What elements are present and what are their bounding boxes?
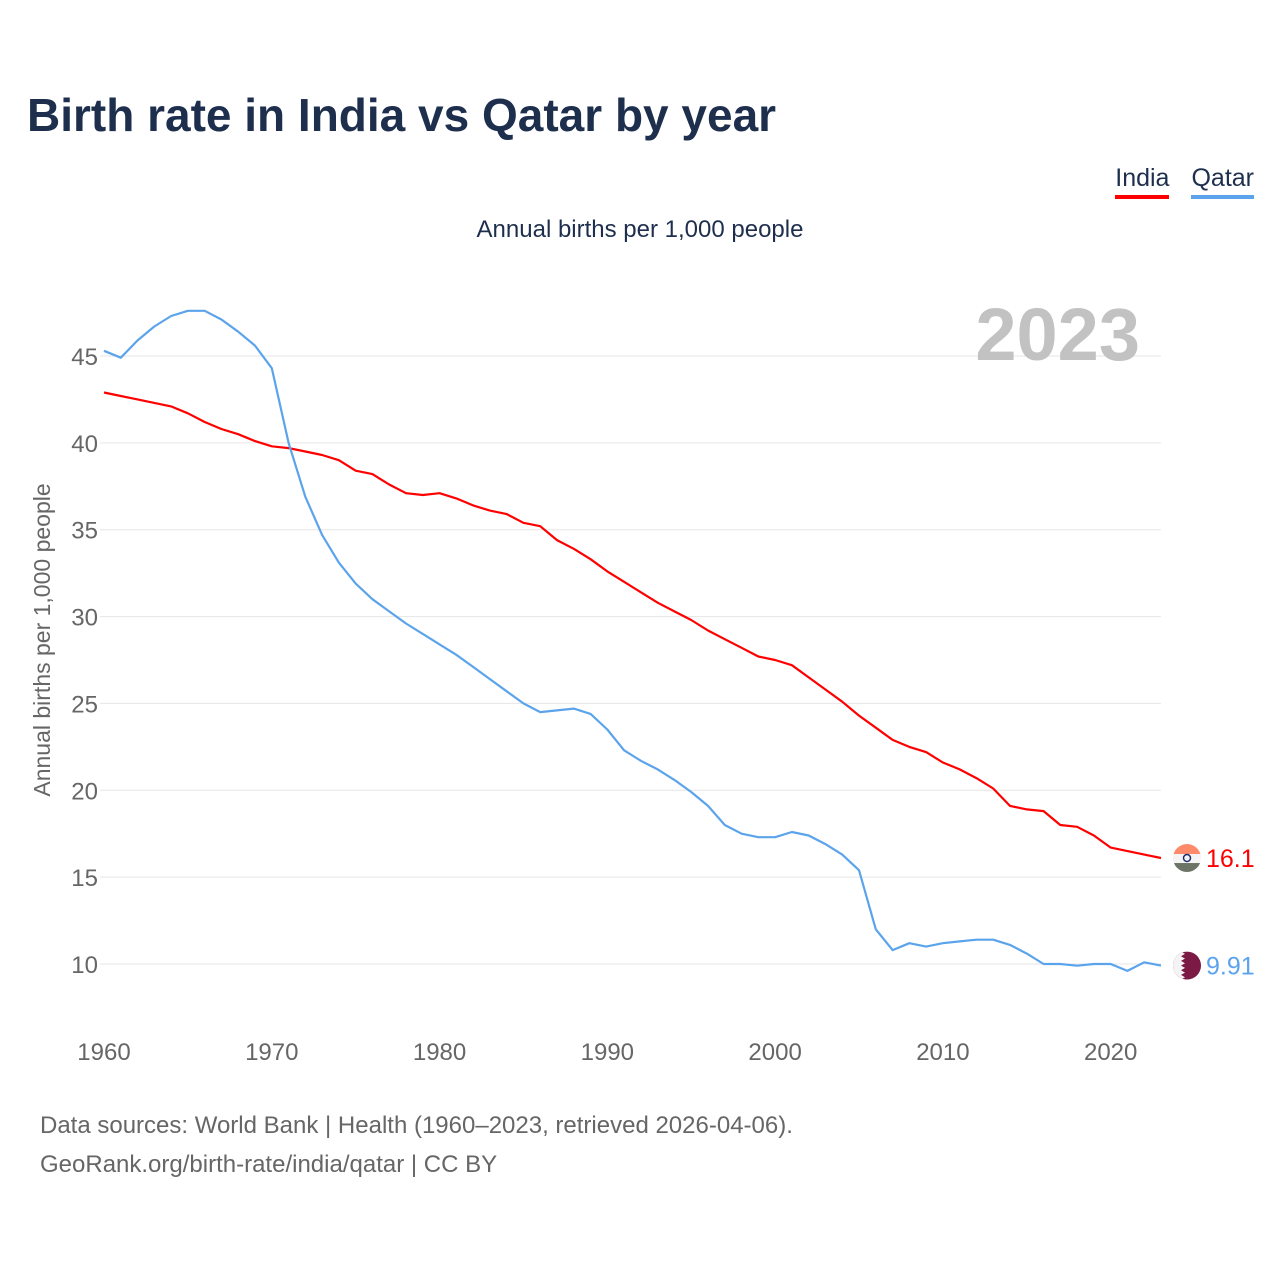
footer: Data sources: World Bank | Health (1960–…	[40, 1106, 793, 1184]
qatar-flag-icon	[1173, 951, 1201, 980]
y-tick-label: 35	[71, 518, 98, 545]
x-tick-label: 2000	[748, 1039, 801, 1066]
x-tick-label: 1960	[77, 1039, 130, 1066]
y-tick-label: 40	[71, 431, 98, 458]
y-axis-title: Annual births per 1,000 people	[29, 483, 55, 796]
y-axis-ticks: 10 15 20 25 30 35 40 45	[71, 344, 98, 979]
x-tick-label: 1990	[581, 1039, 634, 1066]
series-line-india	[103, 391, 1162, 860]
legend-item-qatar[interactable]: Qatar	[1191, 164, 1254, 199]
series-line-qatar	[103, 309, 1162, 973]
chart-title: Birth rate in India vs Qatar by year	[27, 89, 777, 141]
data-source: Data sources: World Bank | Health (1960–…	[40, 1112, 793, 1139]
series-end-labels: 16.1 9.91	[1173, 844, 1255, 981]
y-tick-label: 30	[71, 605, 98, 632]
y-tick-label: 20	[71, 778, 98, 805]
x-axis-ticks: 1960 1970 1980 1990 2000 2010 2020	[77, 1039, 1137, 1066]
x-tick-label: 1980	[413, 1039, 466, 1066]
end-value-label-qatar: 9.91	[1206, 953, 1255, 981]
source-link[interactable]: GeoRank.org/birth-rate/india/qatar | CC …	[40, 1151, 498, 1178]
india-flag-icon	[1173, 844, 1201, 873]
x-tick-label: 1970	[245, 1039, 298, 1066]
y-tick-label: 10	[71, 952, 98, 979]
x-tick-label: 2020	[1084, 1039, 1137, 1066]
grid-lines	[100, 355, 1161, 965]
year-watermark: 2023	[975, 293, 1140, 376]
end-value-label-india: 16.1	[1206, 845, 1255, 873]
x-tick-label: 2010	[916, 1039, 969, 1066]
legend: India Qatar	[1115, 164, 1254, 199]
series-lines	[103, 309, 1162, 973]
chart-subtitle: Annual births per 1,000 people	[476, 216, 804, 243]
y-tick-label: 25	[71, 691, 98, 718]
legend-item-india[interactable]: India	[1115, 164, 1170, 199]
y-tick-label: 15	[71, 865, 98, 892]
y-tick-label: 45	[71, 344, 98, 371]
